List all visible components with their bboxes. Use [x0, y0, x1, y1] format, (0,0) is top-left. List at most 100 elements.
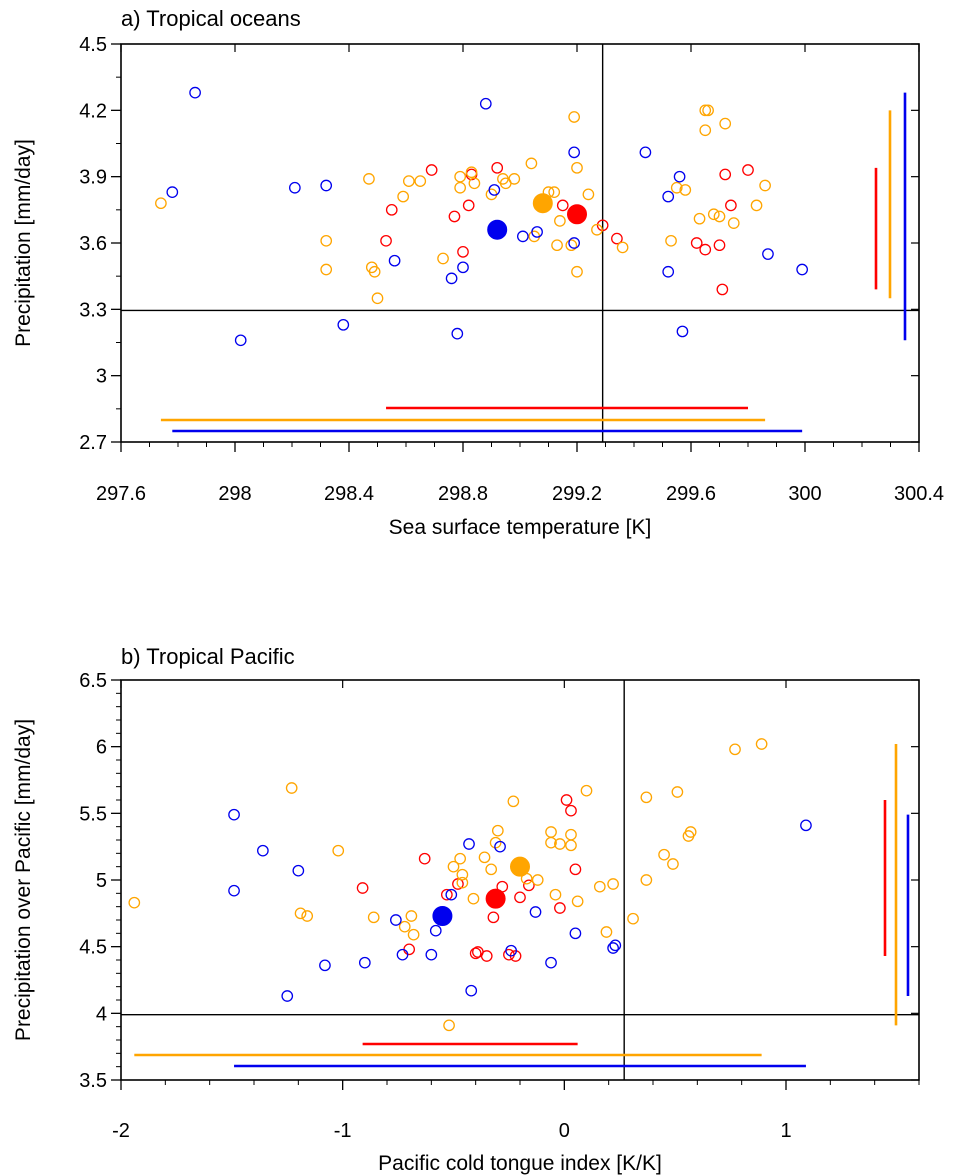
- panel-b-blue-point: [228, 884, 240, 897]
- panel-a-blue-point: [479, 97, 492, 110]
- panel-b-orange-mean: [510, 856, 530, 877]
- panel-a-xtick-label: 300.4: [894, 483, 944, 505]
- panel-b-orange-point: [729, 743, 741, 756]
- panel-b-orange-point: [565, 828, 577, 841]
- panel-b-orange-point: [467, 892, 480, 905]
- panel-a-orange-point: [750, 199, 763, 212]
- panel-b-ytick-label: 6: [96, 737, 107, 759]
- panel-b-ytick-label: 5.5: [79, 803, 107, 825]
- panel-a-ytick-label: 3.3: [79, 299, 107, 321]
- panel-a-red-point: [425, 164, 438, 176]
- panel-a-orange-point: [402, 175, 415, 187]
- panel-b-blue-point: [465, 984, 478, 997]
- panel-b-blue-point: [505, 944, 517, 957]
- panel-a-blue-point: [639, 146, 652, 159]
- panel-b: b) Tropical Pacific Pacific cold tongue …: [12, 644, 920, 1175]
- panel-a-xtick-label: 299.6: [666, 483, 716, 505]
- panel-a-orange-point: [713, 210, 726, 223]
- panel-b-blue-point: [545, 956, 557, 969]
- panel-a-orange-point: [719, 117, 732, 130]
- panel-a-orange-point: [616, 241, 629, 254]
- panel-b-xtick-label: -2: [112, 1120, 130, 1142]
- panel-b-orange-point: [600, 926, 613, 938]
- panel-a-xlabel: Sea surface temperature [K]: [389, 516, 652, 539]
- panel-b-blue-point: [445, 888, 458, 901]
- panel-b-red-point: [523, 879, 535, 892]
- panel-b-orange-point: [627, 912, 639, 925]
- panel-b-blue-point: [609, 939, 622, 952]
- panel-a-red-point: [713, 239, 726, 252]
- panel-b-orange-point: [593, 880, 606, 893]
- panel-a-red-point: [556, 199, 569, 212]
- panel-a-blue-point: [457, 261, 469, 274]
- panel-b-orange-point: [407, 928, 420, 941]
- panel-a-red-point: [742, 164, 754, 176]
- panel-b-red-point: [565, 804, 577, 817]
- panel-b-orange-point: [531, 874, 544, 886]
- panel-a-red-point: [716, 283, 729, 296]
- panel-a-orange-point: [525, 157, 538, 170]
- panel-b-orange-point: [755, 738, 768, 750]
- panel-a-plot-area: 297.6 298 298.4 298.8 299.2 299.6 300 300.4 2.7 3…: [79, 34, 944, 505]
- panel-a-orange-point: [702, 104, 714, 117]
- panel-b-red-point: [514, 891, 526, 904]
- panel-a-orange-point: [363, 173, 375, 185]
- panel-a-orange-point: [465, 166, 478, 179]
- panel-b-orange-point: [580, 784, 593, 797]
- panel-b-blue-point: [358, 956, 371, 969]
- panel-a-xtick-label: 298.8: [438, 483, 488, 505]
- panel-b-ytick-label: 6.5: [79, 670, 107, 692]
- panel-a-title: a) Tropical oceans: [121, 6, 301, 31]
- panel-a-orange-point: [693, 212, 706, 225]
- panel-a-red-point: [690, 237, 703, 249]
- panel-b-ytick-label: 4: [96, 1003, 107, 1025]
- panel-a-orange-point: [551, 239, 563, 252]
- panel-a-orange-point: [437, 252, 449, 265]
- panel-a-blue-point: [676, 325, 689, 338]
- panel-a-blue-point: [234, 334, 247, 347]
- panel-a-blue-point: [288, 181, 301, 194]
- panel-b-blue-mean: [432, 906, 453, 926]
- panel-b-orange-point: [607, 878, 619, 890]
- panel-a-orange-point: [454, 170, 466, 183]
- panel-b-blue-point: [396, 948, 409, 961]
- panel-a-orange-point: [679, 184, 692, 196]
- panel-b-blue-point: [463, 838, 475, 850]
- panel-a-xtick-label: 299.2: [552, 483, 602, 505]
- panel-b-orange-point: [128, 896, 141, 909]
- panel-b-orange-point: [667, 858, 679, 870]
- panel-a-red-point: [719, 168, 732, 181]
- panel-a-xtick-label: 300: [788, 483, 821, 505]
- panel-b-blue-point: [800, 819, 812, 832]
- panel-b-orange-point: [478, 851, 491, 864]
- panel-b-blue-point: [281, 990, 294, 1002]
- panel-a-red-point: [491, 161, 504, 174]
- panel-a-orange-point: [508, 173, 521, 185]
- panel-b-red-point: [560, 794, 573, 806]
- panel-a-blue-point: [189, 86, 201, 99]
- panel-a-orange-point: [397, 190, 409, 203]
- panel-b-blue-point: [529, 906, 542, 918]
- panel-b-frame: [120, 679, 920, 1081]
- panel-b-orange-point: [640, 791, 653, 804]
- panel-a-blue-point: [445, 272, 458, 285]
- panel-a-xtick-label: 298: [218, 483, 251, 505]
- panel-b-blue-point: [607, 942, 619, 954]
- panel-b-blue-point: [390, 914, 402, 926]
- panel-a-blue-point: [388, 254, 401, 267]
- panel-a-ytick-label: 2.7: [79, 432, 107, 454]
- panel-a-orange-point: [591, 223, 603, 236]
- panel-a-blue-point: [451, 327, 464, 340]
- panel-b-orange-point: [507, 795, 520, 808]
- panel-b-orange-point: [285, 782, 298, 794]
- panel-a-orange-point: [707, 208, 720, 221]
- panel-a-orange-point: [565, 239, 578, 252]
- panel-a-orange-point: [699, 104, 712, 117]
- panel-b-blue-point: [228, 808, 240, 821]
- panel-a-orange-point: [571, 161, 583, 174]
- panel-a-orange-point: [727, 217, 740, 229]
- panel-b-orange-point: [489, 836, 502, 849]
- panel-a-orange-point: [699, 124, 712, 137]
- panel-b-orange-point: [443, 1019, 455, 1032]
